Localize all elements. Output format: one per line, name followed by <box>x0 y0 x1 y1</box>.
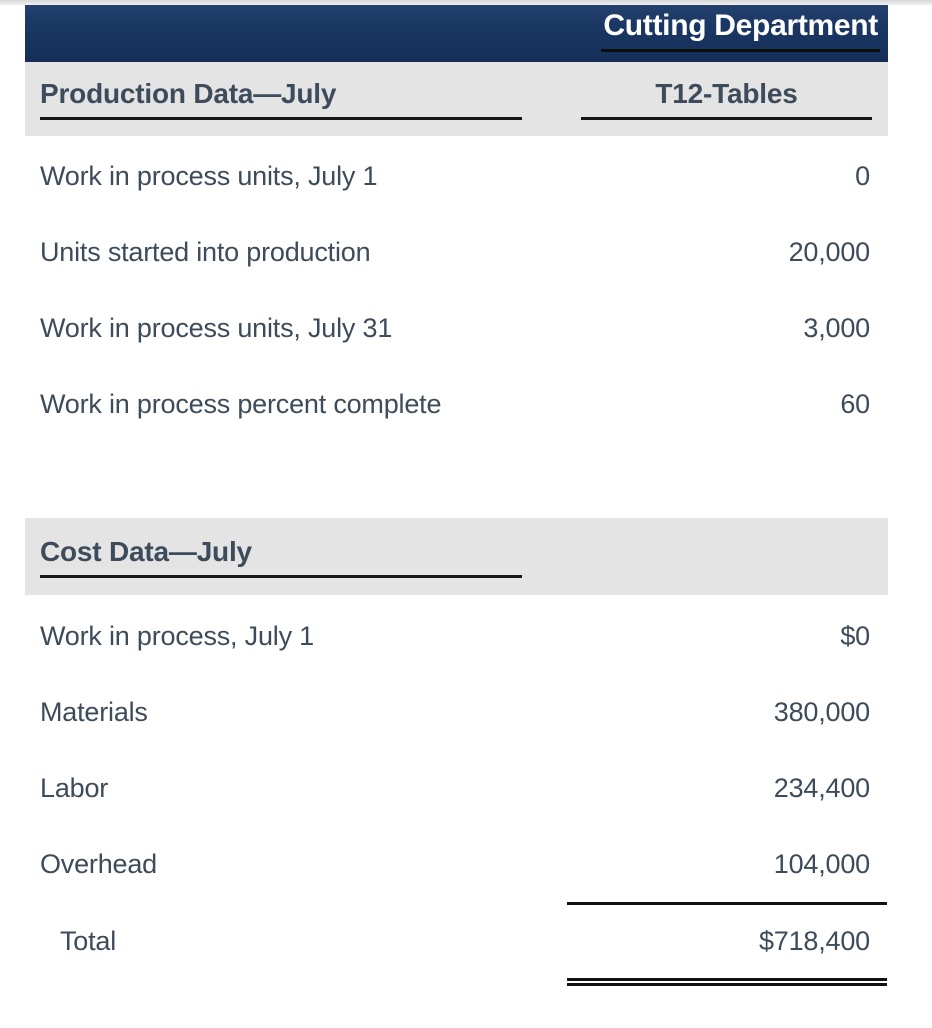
total-label: Total <box>60 925 117 956</box>
table-row: Work in process, July 1 $0 <box>25 598 888 674</box>
department-title: Cutting Department <box>601 9 880 52</box>
row-value: 0 <box>855 160 870 191</box>
exhibit-table: Cutting Department Production Data—July … <box>25 5 888 986</box>
cost-title-cell: Cost Data—July <box>25 536 888 578</box>
table-row: Materials 380,000 <box>25 674 888 750</box>
row-label: Work in process, July 1 <box>40 620 314 651</box>
row-value: $0 <box>840 620 870 651</box>
production-section-title: Production Data—July <box>40 78 522 120</box>
table-row: Work in process units, July 1 0 <box>25 138 888 214</box>
cost-rows: Work in process, July 1 $0 Materials 380… <box>25 595 888 902</box>
cost-section-header: Cost Data—July <box>25 518 888 595</box>
product-column-header: T12-Tables <box>581 78 872 120</box>
row-label: Units started into production <box>40 236 371 267</box>
department-header-bar: Cutting Department <box>25 5 888 62</box>
total-double-rule <box>567 978 887 986</box>
table-row: Work in process percent complete 60 <box>25 366 888 442</box>
row-label: Overhead <box>40 848 157 879</box>
table-row: Units started into production 20,000 <box>25 214 888 290</box>
total-row: Total $718,400 <box>25 905 888 977</box>
row-value: 104,000 <box>773 848 870 879</box>
row-value: 20,000 <box>788 236 871 267</box>
row-label: Work in process percent complete <box>40 388 442 419</box>
row-label: Work in process units, July 31 <box>40 312 393 343</box>
row-value: 380,000 <box>773 696 870 727</box>
table-row: Work in process units, July 31 3,000 <box>25 290 888 366</box>
row-label: Work in process units, July 1 <box>40 160 378 191</box>
page-top-edge <box>0 0 932 5</box>
row-value: 60 <box>840 388 870 419</box>
row-label: Labor <box>40 772 109 803</box>
total-value: $718,400 <box>758 925 870 956</box>
production-title-cell: Production Data—July <box>25 78 581 120</box>
table-row: Overhead 104,000 <box>25 826 888 902</box>
table-row: Labor 234,400 <box>25 750 888 826</box>
total-top-rule <box>567 902 887 905</box>
row-label: Materials <box>40 696 148 727</box>
row-value: 234,400 <box>773 772 870 803</box>
section-gap <box>25 442 888 518</box>
production-rows: Work in process units, July 1 0 Units st… <box>25 136 888 442</box>
row-value: 3,000 <box>803 312 870 343</box>
production-section-header: Production Data—July T12-Tables <box>25 62 888 136</box>
cost-section-title: Cost Data—July <box>40 536 522 578</box>
